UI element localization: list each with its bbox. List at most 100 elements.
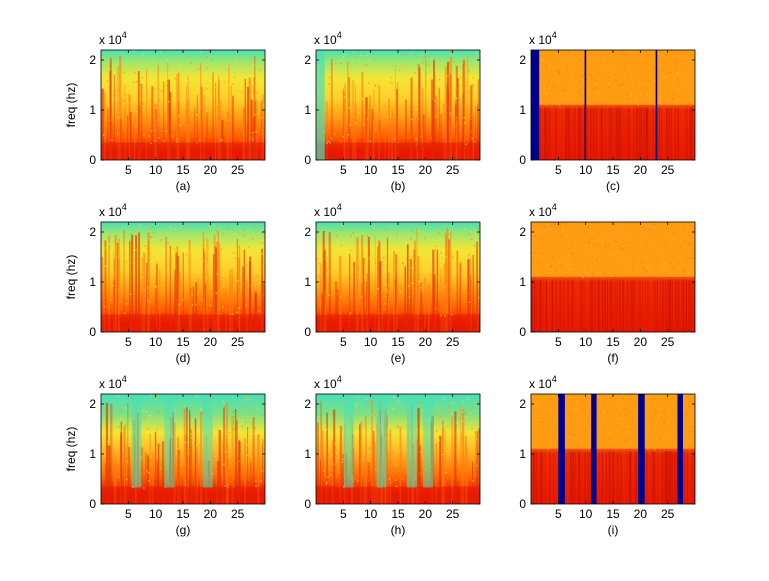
speckle bbox=[401, 266, 403, 269]
speckle bbox=[222, 286, 225, 288]
speckle bbox=[455, 434, 457, 436]
spectral-streak bbox=[443, 103, 445, 160]
speckle bbox=[477, 297, 480, 299]
speckle bbox=[684, 240, 686, 243]
speckle bbox=[550, 96, 552, 98]
speckle bbox=[202, 74, 204, 76]
speckle bbox=[146, 287, 149, 289]
noise-streak bbox=[617, 107, 619, 160]
speckle bbox=[188, 467, 191, 469]
noise-streak bbox=[531, 451, 532, 504]
speckle bbox=[119, 290, 121, 292]
noise-streak bbox=[609, 279, 611, 332]
speckle bbox=[246, 454, 249, 457]
noise-streak bbox=[571, 451, 573, 504]
speckle bbox=[458, 417, 461, 420]
spectral-streak bbox=[416, 228, 418, 332]
noise-streak bbox=[632, 279, 634, 332]
speckle bbox=[374, 84, 376, 86]
speckle bbox=[136, 110, 138, 113]
axis-multiplier-label: x 104 bbox=[314, 202, 342, 219]
speckle bbox=[640, 260, 643, 263]
noise-streak bbox=[568, 107, 570, 160]
speckle bbox=[623, 242, 625, 245]
speckle bbox=[444, 398, 446, 401]
speckle bbox=[259, 434, 262, 437]
spectral-streak bbox=[466, 59, 469, 160]
spectral-streak bbox=[189, 413, 191, 504]
spectral-streak bbox=[177, 271, 181, 332]
speckle bbox=[154, 129, 157, 131]
speckle bbox=[614, 274, 616, 276]
speckle bbox=[477, 428, 479, 430]
spectral-streak bbox=[462, 63, 464, 160]
speckle bbox=[122, 100, 124, 102]
speckle bbox=[566, 67, 568, 70]
speckle bbox=[190, 436, 192, 439]
speckle bbox=[329, 141, 331, 144]
spectral-streak bbox=[463, 59, 466, 160]
panel-label: (b) bbox=[391, 179, 406, 193]
speckle bbox=[110, 119, 112, 122]
noise-streak bbox=[593, 107, 595, 160]
speckle bbox=[596, 66, 599, 69]
speckle bbox=[584, 275, 586, 278]
speckle bbox=[660, 230, 662, 233]
speckle bbox=[597, 239, 600, 241]
speckle bbox=[455, 122, 458, 125]
spectral-streak bbox=[196, 445, 199, 504]
speckle bbox=[367, 67, 369, 70]
dropout-band bbox=[591, 394, 597, 504]
speckle bbox=[176, 397, 179, 399]
speckle bbox=[155, 277, 157, 280]
speckle bbox=[260, 480, 262, 482]
speckle bbox=[154, 139, 157, 142]
noise-streak bbox=[686, 279, 688, 332]
speckle bbox=[420, 287, 423, 289]
noise-streak bbox=[684, 451, 686, 504]
speckle bbox=[691, 62, 693, 64]
speckle bbox=[608, 420, 611, 423]
noise-streak bbox=[653, 451, 655, 504]
speckle bbox=[686, 262, 689, 264]
spectral-streak bbox=[328, 232, 331, 332]
speckle bbox=[627, 257, 630, 260]
axis-multiplier-label: x 104 bbox=[529, 374, 557, 391]
spectral-streak bbox=[113, 259, 115, 332]
spectral-streak bbox=[138, 232, 140, 332]
speckle bbox=[159, 467, 162, 470]
speckle bbox=[415, 231, 418, 234]
speckle bbox=[476, 464, 478, 467]
speckle bbox=[595, 85, 598, 87]
speckle bbox=[689, 426, 692, 428]
speckle bbox=[532, 255, 535, 257]
speckle bbox=[390, 81, 393, 84]
speckle bbox=[373, 58, 376, 61]
speckle bbox=[249, 67, 252, 70]
speckle bbox=[109, 299, 112, 301]
x-tick-label: 10 bbox=[579, 335, 593, 349]
spectral-streak bbox=[254, 292, 257, 332]
speckle bbox=[396, 424, 399, 427]
speckle bbox=[456, 97, 458, 99]
speckle bbox=[338, 72, 340, 74]
speckle bbox=[168, 100, 170, 103]
speckle bbox=[129, 293, 132, 296]
low-frequency-band bbox=[101, 142, 265, 160]
speckle bbox=[447, 405, 449, 407]
multiplier-base: x 10 bbox=[529, 33, 552, 47]
speckle bbox=[623, 52, 626, 55]
speckle bbox=[430, 294, 433, 296]
spectral-streak bbox=[111, 121, 113, 160]
speckle bbox=[608, 438, 610, 440]
dropout-band bbox=[655, 50, 658, 160]
noise-streak bbox=[592, 107, 594, 160]
speckle bbox=[323, 474, 326, 476]
noise-streak bbox=[565, 107, 566, 160]
speckle bbox=[414, 71, 416, 74]
speckle bbox=[541, 252, 543, 255]
noise-streak bbox=[540, 107, 541, 160]
speckle bbox=[404, 92, 407, 95]
noise-streak bbox=[606, 451, 607, 504]
speckle bbox=[178, 115, 180, 117]
